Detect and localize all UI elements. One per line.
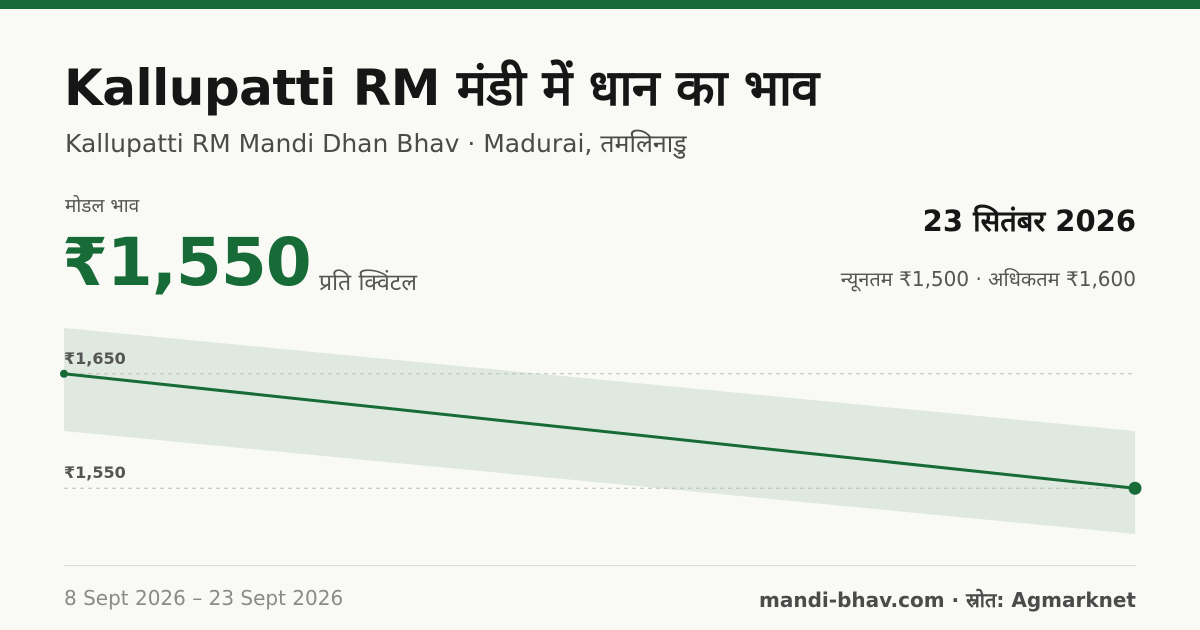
min-max-range: न्यूनतम ₹1,500 · अधिकतम ₹1,600 [840, 267, 1136, 291]
top-accent-bar [0, 0, 1200, 9]
latest-price-point [1128, 481, 1142, 495]
page-subtitle: Kallupatti RM Mandi Dhan Bhav · Madurai,… [65, 129, 687, 158]
footer-date-range: 8 Sept 2026 – 23 Sept 2026 [64, 586, 344, 610]
price-point [60, 369, 68, 378]
price-unit: प्रति क्विंटल [319, 270, 417, 296]
modal-price-label: मोडल भाव [65, 195, 140, 217]
y-tick-label: ₹1,550 [64, 463, 126, 482]
y-tick-label: ₹1,650 [64, 349, 126, 368]
modal-price-line [63, 372, 1136, 490]
page-title: Kallupatti RM मंडी में धान का भाव [64, 59, 819, 117]
price-date: 23 सितंबर 2026 [922, 204, 1136, 238]
modal-price-value: ₹1,550 [62, 224, 312, 301]
footer-source: mandi-bhav.com · स्रोत: Agmarknet [759, 588, 1136, 612]
footer-divider [64, 565, 1136, 566]
